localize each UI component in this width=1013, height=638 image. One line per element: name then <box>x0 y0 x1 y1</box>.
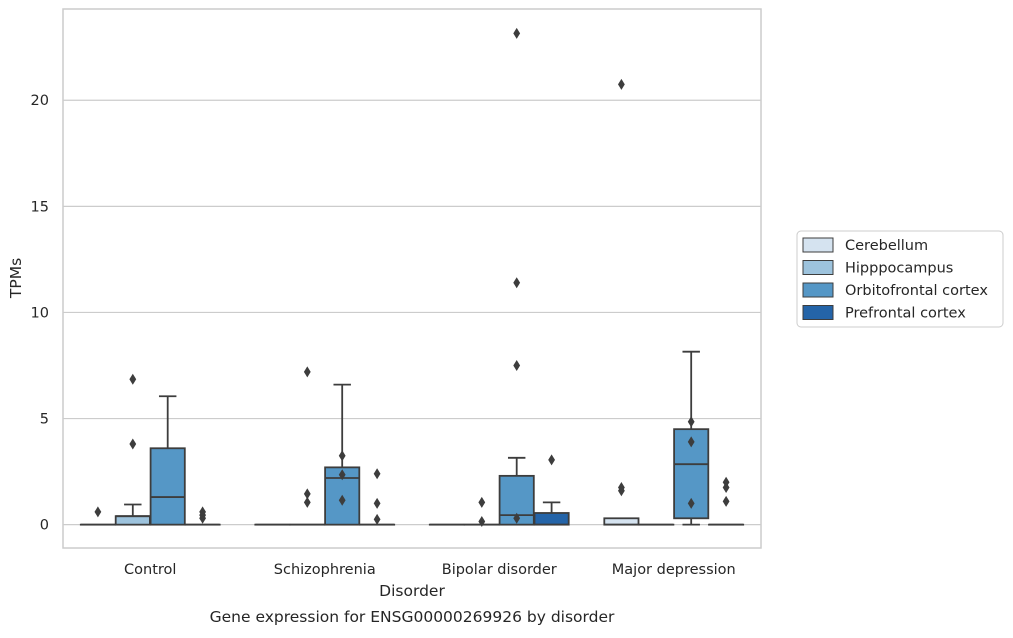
outlier-point <box>513 277 520 288</box>
outlier-point <box>339 450 346 461</box>
legend-item: Cerebellum <box>803 238 928 254</box>
legend-swatch <box>803 306 833 320</box>
box-group <box>709 477 743 525</box>
legend-label: Cerebellum <box>845 238 928 254</box>
legend-item: Orbitofrontal cortex <box>803 283 988 299</box>
x-tick-label: Major depression <box>612 562 736 578</box>
y-axis-label: TPMs <box>7 258 25 299</box>
x-tick-label: Control <box>124 562 176 578</box>
outlier-point <box>513 360 520 371</box>
x-tick-labels: Control Schizophrenia Bipolar disorder Majo… <box>124 562 736 578</box>
y-tick-label: 5 <box>40 412 49 428</box>
box-groups <box>81 28 743 527</box>
y-tick-label: 0 <box>40 518 49 534</box>
box <box>116 516 150 524</box>
outlier-point <box>304 488 311 499</box>
outlier-point <box>548 454 555 465</box>
outlier-point <box>374 498 381 509</box>
legend-label: Hipppocampus <box>845 261 953 277</box>
y-tick-label: 10 <box>31 305 49 321</box>
box-group <box>500 28 534 525</box>
box <box>534 513 568 525</box>
box-group <box>116 374 150 525</box>
box-group <box>290 366 324 524</box>
box-group <box>604 79 638 525</box>
box-group <box>81 506 115 524</box>
box-group <box>360 468 394 525</box>
box-group <box>185 506 219 524</box>
legend-swatch <box>803 238 833 252</box>
outlier-point <box>304 366 311 377</box>
box-group <box>465 497 499 527</box>
outlier-point <box>688 416 695 427</box>
box-group <box>674 352 708 525</box>
legend-item: Hipppocampus <box>803 261 953 277</box>
chart-caption: Gene expression for ENSG00000269926 by d… <box>210 608 615 626</box>
outlier-point <box>374 468 381 479</box>
x-axis-label: Disorder <box>379 582 445 600</box>
y-tick-label: 15 <box>31 199 49 215</box>
outlier-point <box>513 28 520 39</box>
legend-label: Orbitofrontal cortex <box>845 283 988 299</box>
y-tick-labels: 0 5 10 15 20 <box>31 93 49 533</box>
x-tick-label: Schizophrenia <box>274 562 376 578</box>
legend-swatch <box>803 261 833 275</box>
box-group <box>151 396 185 524</box>
box-group <box>325 385 359 525</box>
legend: Cerebellum Hipppocampus Orbitofrontal cort… <box>797 231 1003 327</box>
outlier-point <box>723 496 730 507</box>
outlier-point <box>129 374 136 385</box>
x-tick-label: Bipolar disorder <box>442 562 557 578</box>
box <box>151 448 185 524</box>
box-group <box>534 454 568 524</box>
legend-label: Prefrontal cortex <box>845 306 966 322</box>
outlier-point <box>478 497 485 508</box>
legend-swatch <box>803 283 833 297</box>
outlier-point <box>374 514 381 525</box>
legend-item: Prefrontal cortex <box>803 306 966 322</box>
y-tick-label: 20 <box>31 93 49 109</box>
outlier-point <box>618 79 625 90</box>
outlier-point <box>129 439 136 450</box>
box <box>604 518 638 524</box>
outlier-point <box>95 506 102 517</box>
